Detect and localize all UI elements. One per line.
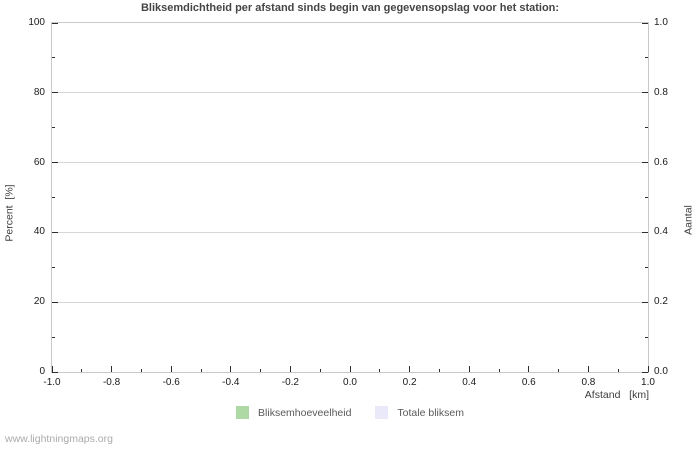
gridline [52,231,648,233]
x-axis-tick [289,366,291,372]
y-tick-label: 80 [33,86,45,98]
y-axis-tick [52,57,55,59]
legend-swatch-icon [236,406,250,419]
y2-axis-tick [642,22,648,24]
y-tick-label: 20 [33,296,45,308]
y2-axis-tick [645,197,648,198]
y-axis-tick [52,162,58,164]
y-axis-tick [52,231,58,233]
x-axis-tick [379,369,381,372]
x-tick-label: -0.8 [102,377,121,388]
y2-axis-tick [642,301,648,303]
x-axis-label: Afstand [km] [584,389,649,401]
y2-axis-tick [642,231,648,233]
legend-item: Totale bliksem [375,406,464,419]
x-axis-tick [51,366,53,372]
y2-tick-label: 0.6 [654,156,668,168]
x-axis-tick [81,369,83,372]
y-axis-label-left: Percent [%] [3,184,16,242]
y-axis-tick [52,127,55,129]
y2-tick-label: 0.2 [654,296,668,308]
chart-title: Bliksemdichtheid per afstand sinds begin… [140,2,560,14]
y-tick-label: 60 [33,156,45,168]
y2-axis-tick [642,162,648,164]
x-axis-tick [498,369,500,372]
y-axis-tick [52,92,58,94]
y2-tick-label: 0.4 [654,226,668,238]
x-axis-tick [647,366,649,372]
x-tick-label: -0.6 [162,377,180,388]
legend-swatch-icon [375,406,389,419]
x-tick-label: 0.8 [581,377,596,388]
x-axis-tick [528,366,530,372]
y2-tick-label: 0.0 [654,366,668,377]
y2-axis-tick [645,266,648,268]
gridline [52,92,648,94]
y2-tick-label: 1.0 [654,17,668,28]
y-axis-tick [52,371,58,373]
x-axis-tick [468,366,470,372]
x-axis-tick [438,369,440,372]
x-tick-label: -0.2 [281,377,299,388]
legend: Bliksemhoeveelheid Totale bliksem [0,406,700,419]
x-tick-label: -0.4 [222,377,240,388]
x-tick-label: 0.0 [343,377,357,388]
x-tick-label: 0.6 [521,377,536,388]
y-axis-tick [52,197,55,198]
y-tick-label: 100 [28,17,45,28]
y-axis-label-right: Aantal [682,205,695,235]
y-axis-tick [52,336,55,338]
x-tick-label: 0.4 [462,377,477,388]
y2-axis-tick [645,336,648,338]
x-axis-tick [260,369,262,372]
x-axis-tick [230,366,232,372]
watermark-link[interactable]: www.lightningmaps.org [5,433,113,445]
x-axis-tick [140,369,142,372]
y2-tick-label: 0.8 [654,86,668,98]
y2-axis-tick [645,57,648,59]
x-axis-tick [587,366,589,372]
x-axis-tick [200,369,202,372]
legend-item: Bliksemhoeveelheid [236,406,351,419]
x-axis-tick [319,369,321,372]
y-axis-tick [52,22,58,24]
x-axis-tick [409,366,411,372]
gridline [52,301,648,303]
x-axis-tick [170,366,172,372]
x-tick-label: -1.0 [43,377,61,388]
legend-label: Totale bliksem [397,406,464,419]
plot-area: 0 20 40 60 80 100 0.0 0.2 0.4 0.6 0.8 1.0 -1.0 -0.8 -0… [28,17,668,388]
y-axis-tick [52,266,55,268]
x-axis-tick [558,369,560,372]
x-tick-label: 0.2 [402,377,417,388]
x-axis-tick [617,369,619,372]
legend-label: Bliksemhoeveelheid [258,406,352,419]
y-tick-label: 40 [33,226,45,238]
y-axis-tick [52,301,58,303]
y2-axis-tick [642,92,648,94]
y2-axis-tick [645,127,648,129]
y-tick-label: 0 [39,366,45,377]
x-axis-tick [111,366,113,372]
x-axis-tick [349,366,351,372]
x-tick-label: 1.0 [641,377,655,388]
gridline [52,162,648,164]
y2-axis-tick [642,371,648,373]
